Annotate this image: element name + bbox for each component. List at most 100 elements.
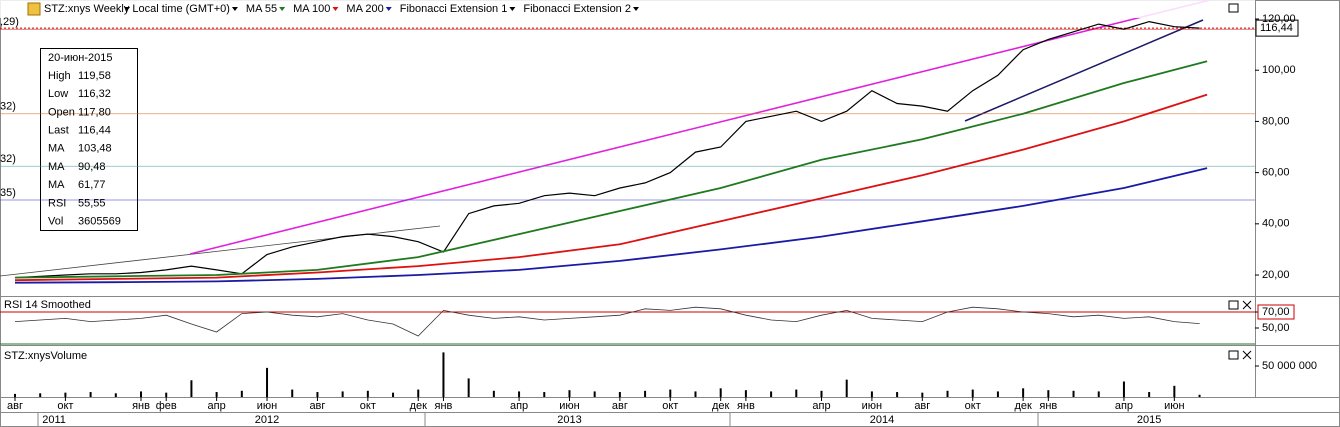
info-label: RSI: [48, 197, 66, 209]
x-tick-label: авг: [914, 400, 930, 412]
volume-bar: [770, 391, 773, 397]
info-value: 116,32: [78, 88, 111, 100]
legend-entry[interactable]: MA 100: [293, 3, 330, 15]
volume-bar: [366, 390, 369, 397]
y-tick-label: 80,00: [1262, 115, 1290, 127]
y-tick-label: 100,00: [1262, 64, 1296, 76]
maximize-button[interactable]: [1228, 350, 1239, 360]
y-tick-label: 50 000 000: [1262, 360, 1317, 372]
symbol-icon[interactable]: [27, 2, 41, 16]
volume-bar: [644, 390, 647, 397]
x-tick-label: фев: [156, 400, 177, 412]
x-tick-label: авг: [7, 400, 23, 412]
volume-bar: [467, 378, 470, 397]
x-tick-label: апр: [1115, 400, 1133, 412]
y-tick-label: 60,00: [1262, 167, 1290, 179]
fib-level-label: ,29): [0, 16, 19, 28]
info-label: MA: [48, 179, 65, 191]
fib-level-label: 35): [0, 187, 16, 199]
volume-bar: [518, 391, 521, 397]
volume-bar: [618, 392, 621, 397]
year-label: 2012: [255, 414, 279, 426]
close-button[interactable]: [1242, 300, 1252, 310]
info-value: 116,44: [78, 125, 111, 137]
close-button[interactable]: [1242, 350, 1252, 360]
volume-bar: [316, 392, 319, 397]
last-price-box: [1255, 19, 1299, 37]
volume-bar: [442, 352, 445, 397]
volume-bar: [593, 391, 596, 397]
volume-bar: [13, 393, 16, 397]
info-value: 61,77: [78, 179, 106, 191]
y-tick-label: 70,00: [1262, 306, 1290, 318]
volume-bar: [870, 391, 873, 397]
volume-bar: [820, 390, 823, 397]
x-tick-label: янв: [435, 400, 453, 412]
volume-bar: [291, 389, 294, 397]
x-tick-label: дек: [410, 400, 428, 412]
volume-bar: [971, 389, 974, 397]
rsi-level-box: [1257, 304, 1295, 320]
volume-bar: [39, 393, 42, 397]
x-tick-label: авг: [309, 400, 325, 412]
x-tick-label: окт: [57, 400, 73, 412]
info-date: 20-июн-2015: [48, 52, 113, 64]
x-tick-label: апр: [208, 400, 226, 412]
year-label: 2011: [42, 414, 66, 426]
info-value: 90,48: [78, 161, 106, 173]
dropdown-arrow: [332, 7, 339, 11]
maximize-button[interactable]: [1228, 300, 1239, 310]
x-tick-label: окт: [965, 400, 981, 412]
x-tick-label: дек: [1014, 400, 1032, 412]
rsi-line: [14, 306, 1200, 337]
year-label: 2013: [557, 414, 581, 426]
x-tick-label: июн: [1164, 400, 1184, 412]
legend-entry[interactable]: MA 200: [346, 3, 383, 15]
dropdown-arrow: [632, 7, 639, 11]
info-label: Last: [48, 125, 69, 137]
dropdown-arrow: [231, 7, 238, 11]
volume-bar: [114, 393, 117, 397]
volume-bar: [64, 392, 67, 397]
last-price-label: 116,44: [1260, 22, 1293, 34]
volume-bar: [921, 392, 924, 397]
info-label: Low: [48, 88, 68, 100]
x-tick-label: янв: [737, 400, 755, 412]
x-tick-label: апр: [510, 400, 528, 412]
legend-entry[interactable]: MA 55: [246, 3, 277, 15]
info-label: High: [48, 70, 71, 82]
volume-bar: [795, 389, 798, 397]
price-line: [14, 20, 1200, 279]
legend-entry[interactable]: STZ:xnys Weekly Local time (GMT+0): [44, 3, 230, 15]
volume-bar: [341, 391, 344, 397]
volume-bar: [1148, 392, 1151, 397]
panel-buttons: [1228, 3, 1252, 360]
volume-bar: [568, 390, 571, 397]
volume-bar: [190, 380, 193, 397]
info-value: 117,80: [78, 106, 111, 118]
volume-bar: [240, 390, 243, 397]
ma-line: [14, 167, 1208, 284]
volume-bar: [266, 367, 269, 397]
legend-entry[interactable]: Fibonacci Extension 1: [400, 3, 508, 15]
info-value: 103,48: [78, 143, 112, 155]
volume-bar: [669, 389, 672, 397]
legend-entry[interactable]: Fibonacci Extension 2: [523, 3, 631, 15]
dropdown-arrow: [124, 7, 130, 11]
volume-bar: [140, 391, 143, 397]
y-tick-label: 50,00: [1262, 322, 1290, 334]
fib-level-label: 32): [0, 153, 16, 165]
maximize-button[interactable]: [1228, 3, 1239, 13]
volume-bar: [543, 392, 546, 397]
volume-bar: [694, 391, 697, 397]
volume-bar: [719, 388, 722, 397]
volume-bar: [492, 390, 495, 397]
volume-bar: [1047, 390, 1050, 397]
x-tick-label: авг: [612, 400, 628, 412]
y-tick-label: 40,00: [1262, 218, 1290, 230]
legend: STZ:xnys Weekly Local time (GMT+0) MA 55 M…: [44, 3, 639, 15]
volume-bar: [946, 390, 949, 397]
volume-bar: [89, 392, 92, 397]
